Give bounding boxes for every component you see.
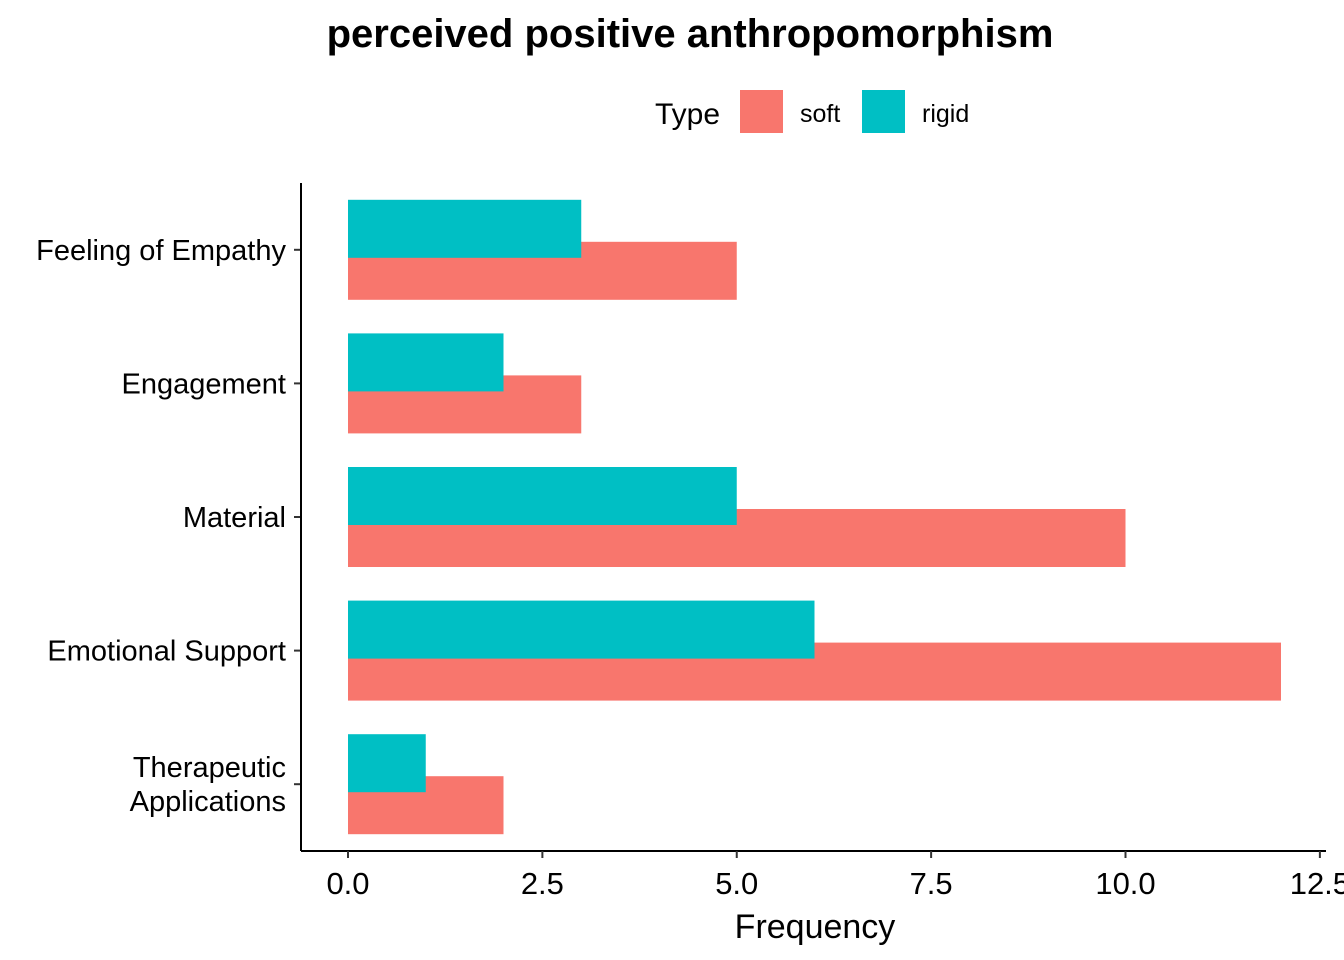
legend-label-soft: soft: [800, 100, 840, 128]
y-tick-label: Feeling of Empathy: [36, 235, 286, 267]
bars-group: [348, 199, 1281, 835]
x-axis-title: Frequency: [735, 908, 896, 946]
x-tick-label: 5.0: [715, 866, 758, 901]
bar-rigid: [348, 333, 504, 392]
legend-title: Type: [655, 98, 720, 131]
legend-swatch-soft: [740, 90, 783, 133]
y-tick-label: Applications: [130, 786, 286, 818]
bar-rigid: [348, 467, 737, 525]
x-tick-label: 2.5: [521, 866, 564, 901]
chart-title: perceived positive anthropomorphism: [327, 12, 1054, 56]
bar-rigid: [348, 600, 815, 659]
legend-label-rigid: rigid: [922, 100, 969, 128]
x-tick-label: 7.5: [910, 866, 953, 901]
x-tick-label: 0.0: [326, 866, 369, 901]
bar-rigid: [348, 734, 426, 793]
legend-swatch-rigid: [862, 90, 905, 133]
y-tick-label: Therapeutic: [133, 752, 286, 784]
x-tick-label: 12.5: [1290, 866, 1344, 901]
x-axis: 0.0 2.5 5.0 7.5 10.0 12.5: [301, 850, 1344, 901]
y-tick-label: Engagement: [122, 368, 286, 400]
y-tick-label: Material: [183, 502, 286, 534]
bar-rigid: [348, 199, 582, 258]
x-tick-label: 10.0: [1095, 866, 1155, 901]
y-tick-label: Emotional Support: [47, 636, 286, 668]
legend: Type soft rigid: [655, 90, 969, 133]
y-axis: Feeling of Empathy Engagement Material Emot…: [36, 183, 302, 851]
